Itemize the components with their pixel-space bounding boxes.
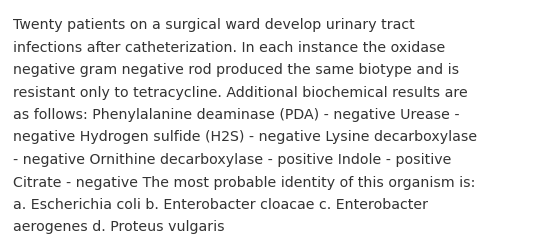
Text: negative Hydrogen sulfide (H2S) - negative Lysine decarboxylase: negative Hydrogen sulfide (H2S) - negati… xyxy=(13,130,477,144)
Text: infections after catheterization. In each instance the oxidase: infections after catheterization. In eac… xyxy=(13,40,445,54)
Text: Twenty patients on a surgical ward develop urinary tract: Twenty patients on a surgical ward devel… xyxy=(13,18,415,32)
Text: resistant only to tetracycline. Additional biochemical results are: resistant only to tetracycline. Addition… xyxy=(13,85,468,99)
Text: - negative Ornithine decarboxylase - positive Indole - positive: - negative Ornithine decarboxylase - pos… xyxy=(13,152,451,166)
Text: as follows: Phenylalanine deaminase (PDA) - negative Urease -: as follows: Phenylalanine deaminase (PDA… xyxy=(13,108,460,122)
Text: aerogenes d. Proteus vulgaris: aerogenes d. Proteus vulgaris xyxy=(13,220,225,234)
Text: a. Escherichia coli b. Enterobacter cloacae c. Enterobacter: a. Escherichia coli b. Enterobacter cloa… xyxy=(13,197,428,211)
Text: negative gram negative rod produced the same biotype and is: negative gram negative rod produced the … xyxy=(13,63,459,77)
Text: Citrate - negative The most probable identity of this organism is:: Citrate - negative The most probable ide… xyxy=(13,175,475,189)
